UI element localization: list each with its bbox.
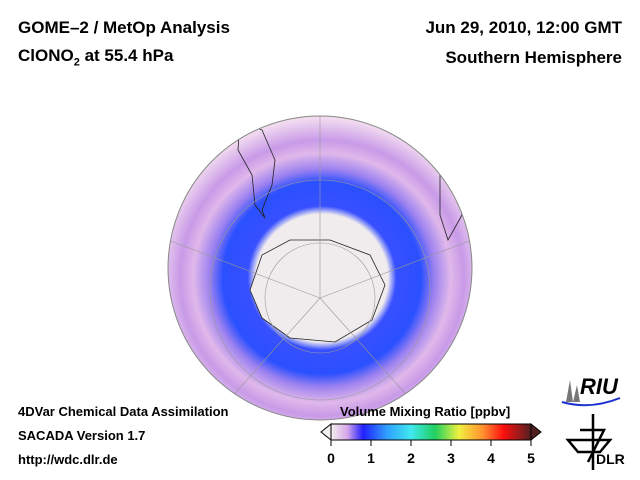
species-subscript: 2 <box>73 56 80 69</box>
colorbar-max-arrow <box>530 422 542 442</box>
dlr-logo-text: DLR <box>596 451 625 467</box>
footer-url[interactable]: http://wdc.dlr.de <box>18 452 118 467</box>
colorbar-tick-label: 3 <box>447 450 455 466</box>
datetime: Jun 29, 2010, 12:00 GMT <box>425 18 622 37</box>
footer-line-1: 4DVar Chemical Data Assimilation <box>18 404 229 419</box>
colorbar <box>330 423 532 441</box>
pressure-level: at 55.4 hPa <box>79 46 174 65</box>
species-label: ClONO2 at 55.4 hPa <box>18 46 173 68</box>
colorbar-tick-label: 5 <box>527 450 535 466</box>
colorbar-tick-label: 2 <box>407 450 415 466</box>
colorbar-min-arrow <box>320 422 332 442</box>
colorbar-ticks <box>330 440 532 446</box>
colorbar-label: Volume Mixing Ratio [ppbv] <box>340 404 511 419</box>
footer-line-2: SACADA Version 1.7 <box>18 428 146 443</box>
colorbar-tick-label: 0 <box>327 450 335 466</box>
riu-logo-text: RIU <box>580 374 618 399</box>
south-america-outline <box>237 119 276 219</box>
region: Southern Hemisphere <box>445 48 622 67</box>
dlr-logo <box>565 414 613 470</box>
graticule <box>168 116 472 411</box>
antarctica-outline <box>249 239 386 343</box>
riu-logo <box>561 380 621 407</box>
species-name: ClONO <box>18 46 74 65</box>
title: GOME–2 / MetOp Analysis <box>18 18 230 37</box>
colorbar-tick-label: 4 <box>487 450 495 466</box>
colorbar-tick-label: 1 <box>367 450 375 466</box>
globe-outline <box>167 115 473 421</box>
